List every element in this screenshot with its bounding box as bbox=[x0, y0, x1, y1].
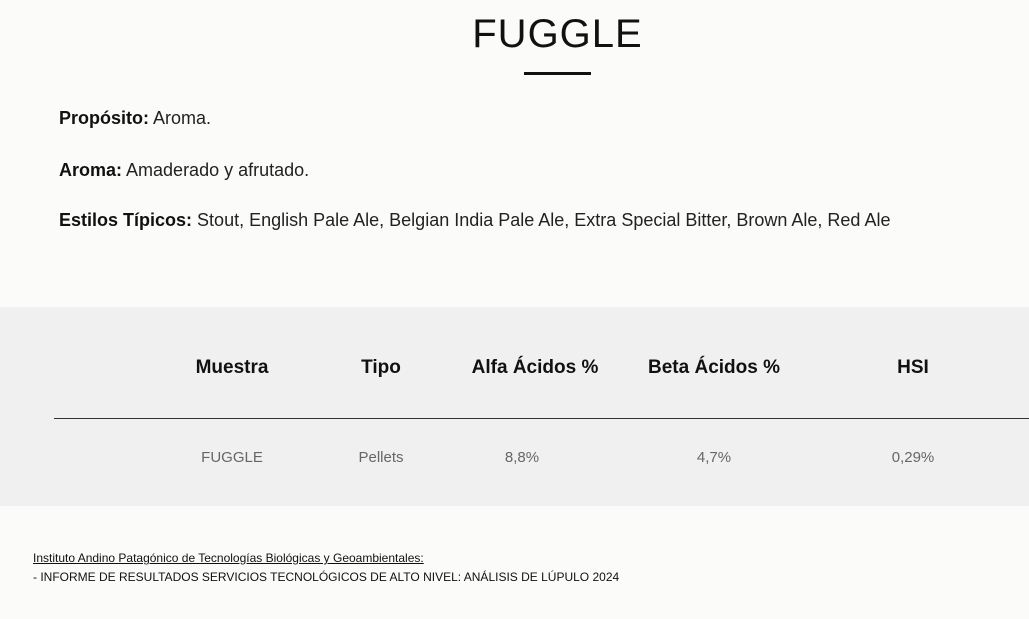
info-aroma: Aroma: Amaderado y afrutado. bbox=[59, 160, 309, 181]
header-hsi: HSI bbox=[897, 357, 929, 378]
title-divider bbox=[524, 72, 591, 75]
header-alfa: Alfa Ácidos % bbox=[471, 357, 599, 378]
info-purpose: Propósito: Aroma. bbox=[59, 108, 211, 129]
info-value: Aroma. bbox=[153, 108, 212, 128]
cell-beta: 4,7% bbox=[696, 449, 732, 466]
header-beta: Beta Ácidos % bbox=[648, 357, 780, 378]
info-value: Stout, English Pale Ale, Belgian India P… bbox=[197, 210, 891, 230]
cell-muestra: FUGGLE bbox=[201, 449, 263, 466]
info-value: Amaderado y afrutado. bbox=[126, 160, 310, 180]
header-muestra: Muestra bbox=[195, 357, 269, 378]
table-divider bbox=[54, 418, 1029, 419]
cell-hsi: 0,29% bbox=[891, 449, 935, 466]
info-label: Aroma: bbox=[59, 160, 123, 180]
source-link[interactable]: Instituto Andino Patagónico de Tecnologí… bbox=[33, 551, 424, 565]
info-label: Propósito: bbox=[59, 108, 149, 128]
page-title: FUGGLE bbox=[472, 12, 643, 56]
info-label: Estilos Típicos: bbox=[59, 210, 193, 230]
cell-tipo: Pellets bbox=[358, 449, 404, 466]
info-styles: Estilos Típicos: Stout, English Pale Ale… bbox=[59, 210, 890, 231]
analysis-table bbox=[0, 307, 1029, 506]
cell-alfa: 8,8% bbox=[504, 449, 540, 466]
header-tipo: Tipo bbox=[361, 357, 401, 378]
source-text: - INFORME DE RESULTADOS SERVICIOS TECNOL… bbox=[33, 570, 620, 584]
